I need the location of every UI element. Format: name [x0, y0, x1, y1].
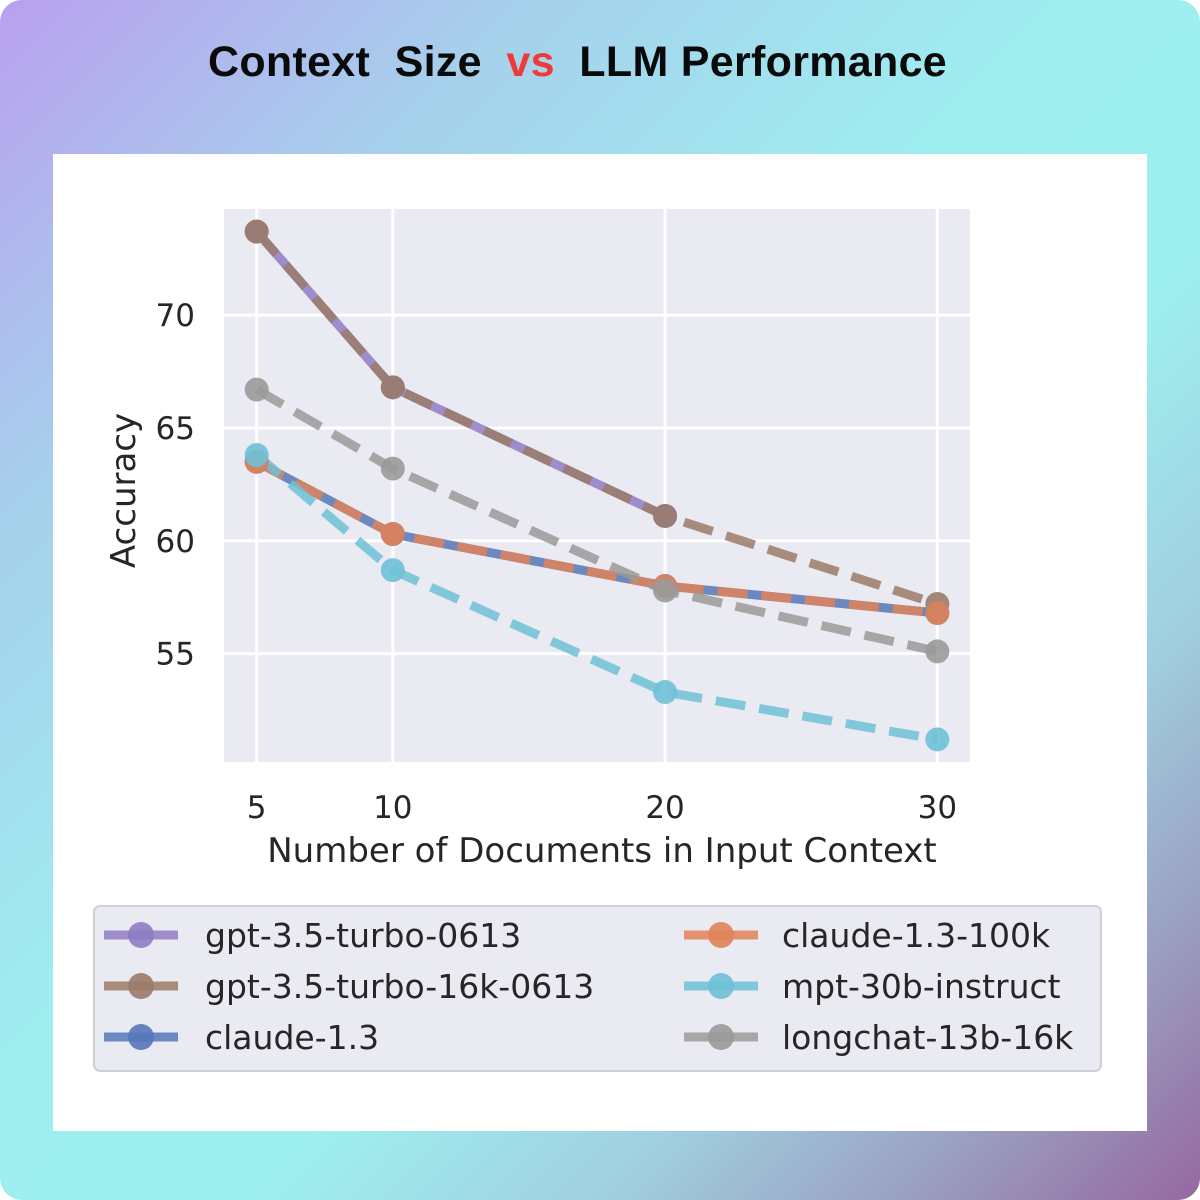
- legend-marker: [128, 1024, 154, 1050]
- title-vs: vs: [506, 38, 555, 86]
- legend-box: [93, 905, 1102, 1072]
- legend-marker: [128, 973, 154, 999]
- legend-marker: [128, 922, 154, 948]
- x-tick-label: 5: [247, 790, 267, 826]
- legend-marker: [708, 1024, 734, 1050]
- data-point-longchat-13b-16k: [244, 377, 269, 402]
- x-tick-label: 10: [373, 790, 412, 826]
- title-part-2: LLM Performance: [554, 38, 947, 86]
- data-point-gpt-3.5-turbo-16k-0613: [653, 503, 678, 528]
- legend-marker: [708, 973, 734, 999]
- y-tick-label: 70: [156, 298, 195, 334]
- data-point-longchat-13b-16k: [380, 456, 405, 481]
- legend-item: longchat-13b-16k: [684, 1018, 1074, 1057]
- legend-item: gpt-3.5-turbo-0613: [104, 916, 521, 955]
- grid-lines: [224, 209, 970, 762]
- legend-label: claude-1.3: [205, 1018, 379, 1057]
- legend-label: claude-1.3-100k: [782, 916, 1051, 955]
- data-point-gpt-3.5-turbo-16k-0613: [244, 219, 269, 244]
- data-point-gpt-3.5-turbo-16k-0613: [380, 375, 405, 400]
- legend-label: gpt-3.5-turbo-16k-0613: [205, 967, 594, 1006]
- page-title: Context Size vs LLM Performance: [0, 38, 1155, 87]
- data-point-mpt-30b-instruct: [244, 443, 269, 468]
- legend-item: claude-1.3: [104, 1018, 379, 1057]
- legend-item: gpt-3.5-turbo-16k-0613: [104, 967, 594, 1006]
- title-part-1: Context Size: [207, 38, 507, 86]
- data-point-mpt-30b-instruct: [380, 558, 405, 583]
- x-tick-label: 20: [645, 790, 684, 826]
- data-point-longchat-13b-16k: [925, 639, 950, 664]
- data-point-longchat-13b-16k: [653, 578, 678, 603]
- data-point-claude-1.3-100k: [925, 601, 950, 626]
- x-axis-label: Number of Documents in Input Context: [267, 831, 936, 871]
- data-point-claude-1.3-100k: [380, 522, 405, 547]
- legend-item: mpt-30b-instruct: [684, 967, 1061, 1006]
- y-tick-label: 55: [156, 637, 195, 673]
- series-line-claude-1.3-100k: [254, 457, 938, 618]
- legend-label: gpt-3.5-turbo-0613: [205, 916, 521, 955]
- y-tick-label: 65: [156, 411, 195, 447]
- legend-label: longchat-13b-16k: [782, 1018, 1074, 1057]
- legend-item: claude-1.3-100k: [684, 916, 1051, 955]
- y-tick-labels: 55 60 65 70: [156, 298, 195, 673]
- series-line-mpt-30b-instruct: [253, 451, 939, 744]
- x-tick-labels: 5 10 20 30: [247, 790, 957, 826]
- data-point-mpt-30b-instruct: [925, 727, 950, 752]
- y-axis-label: Accuracy: [104, 413, 144, 568]
- y-tick-label: 60: [156, 524, 195, 560]
- data-point-mpt-30b-instruct: [653, 680, 678, 705]
- series-markers: [244, 219, 950, 752]
- legend-marker: [708, 922, 734, 948]
- legend-label: mpt-30b-instruct: [782, 967, 1061, 1006]
- legend: gpt-3.5-turbo-0613 gpt-3.5-turbo-16k-0613…: [93, 905, 1102, 1072]
- series-line-longchat-13b-16k: [254, 385, 939, 656]
- series-line-gpt-3.5-turbo-16k-0613: [253, 228, 939, 609]
- x-tick-label: 30: [918, 790, 957, 826]
